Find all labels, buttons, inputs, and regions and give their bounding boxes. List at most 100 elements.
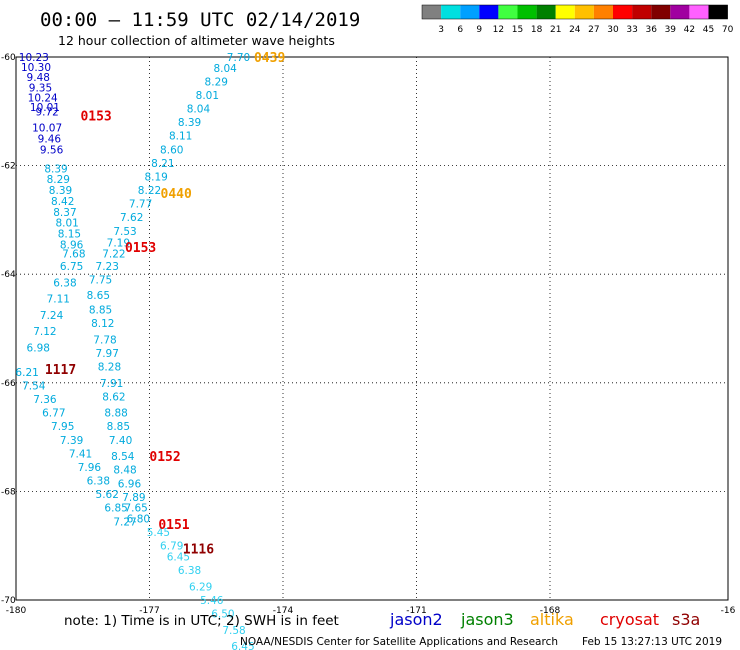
wave-height-value: 7.70: [227, 52, 250, 64]
wave-height-value: 9.48: [27, 72, 50, 84]
wave-height-value: 6.96: [118, 478, 142, 490]
colorbar-swatch: [574, 5, 594, 19]
wave-height-value: 8.85: [89, 304, 112, 316]
wave-height-value: 8.62: [102, 391, 125, 403]
wave-height-value: 6.21: [15, 367, 38, 379]
wave-height-value: 7.12: [33, 326, 56, 338]
wave-height-value: 8.11: [169, 131, 192, 143]
credit-text: NOAA/NESDIS Center for Satellite Applica…: [240, 636, 558, 648]
page-title: 00:00 – 11:59 UTC 02/14/2019: [40, 9, 360, 31]
wave-height-value: 7.77: [129, 199, 152, 211]
colorbar-swatch: [460, 5, 480, 19]
x-tick-label: -168: [540, 606, 561, 616]
pass-time-label: 0152: [149, 450, 180, 465]
wave-height-value: 7.89: [122, 492, 145, 504]
colorbar-swatch: [479, 5, 499, 19]
wave-height-value: 6.80: [127, 514, 150, 526]
colorbar-label: 36: [645, 25, 657, 35]
wave-height-value: 10.24: [28, 93, 58, 105]
wave-height-value: 7.95: [51, 421, 74, 433]
wave-height-value: 9.56: [40, 144, 64, 156]
wave-height-value: 7.22: [102, 249, 125, 261]
legend-entry-altika: altika: [530, 610, 574, 629]
wave-height-value: 8.01: [196, 90, 219, 102]
satellite-legend: jason2 jason3 altika cryosat s3a: [389, 610, 700, 629]
pass-time-label: 0439: [254, 51, 285, 66]
x-tick-label: -180: [6, 606, 27, 616]
grid-lines: [16, 57, 728, 600]
wave-height-value: 7.40: [109, 435, 132, 447]
wave-height-value: 7.62: [120, 212, 143, 224]
colorbar-label: 18: [531, 25, 543, 35]
wave-height-value: 8.04: [213, 63, 237, 75]
colorbar-label: 27: [588, 25, 599, 35]
wave-height-value: 8.29: [47, 174, 70, 186]
wave-height-value: 6.38: [53, 277, 76, 289]
colorbar-swatch: [632, 5, 652, 19]
wave-height-value: 7.97: [96, 348, 119, 360]
pass-time-label: 0153: [125, 241, 156, 256]
y-tick-label: -60: [1, 53, 16, 63]
y-tick-label: -68: [1, 487, 16, 497]
wave-height-value: 5.46: [200, 595, 224, 607]
pass-time-label: 1117: [45, 363, 76, 378]
wave-height-value: 8.48: [113, 465, 136, 477]
wave-height-value: 8.19: [144, 171, 167, 183]
wave-height-value: 8.96: [60, 239, 84, 251]
colorbar-label: 6: [457, 25, 463, 35]
colorbar-swatch: [708, 5, 728, 19]
colorbar-label: 45: [703, 25, 714, 35]
wave-height-value: 8.39: [178, 117, 201, 129]
wave-height-value: 8.65: [87, 290, 110, 302]
wave-height-value: 9.35: [29, 82, 52, 94]
colorbar-label: 24: [569, 25, 581, 35]
colorbar-swatch: [555, 5, 575, 19]
wave-height-value: 6.45: [167, 552, 190, 564]
wave-height-value: 6.38: [178, 565, 201, 577]
colorbar-swatch: [536, 5, 556, 19]
y-tick-label: -70: [1, 596, 16, 606]
colorbar-swatch: [441, 5, 461, 19]
colorbar-swatch: [670, 5, 690, 19]
wave-height-value: 7.91: [100, 378, 123, 390]
wave-height-value: 6.45: [231, 641, 254, 650]
wave-height-value: 8.85: [107, 421, 130, 433]
wave-height-value: 9.46: [38, 133, 62, 145]
wave-height-value: 6.79: [160, 541, 183, 553]
wave-height-value: 6.77: [42, 408, 65, 420]
x-tick-label: -174: [273, 606, 294, 616]
colorbar-outline: [421, 4, 728, 20]
wave-height-value: 7.58: [222, 625, 245, 637]
wave-height-value: 5.62: [96, 489, 119, 501]
colorbar-swatch: [593, 5, 613, 19]
wave-height-value: 8.42: [51, 196, 74, 208]
y-tick-label: -64: [1, 270, 16, 280]
wave-height-value: 8.04: [187, 104, 211, 116]
legend-entry-cryosat: cryosat: [600, 610, 659, 629]
wave-height-value: 10.23: [19, 52, 49, 64]
colorbar-label: 15: [512, 25, 523, 35]
wave-height-value: 7.39: [60, 435, 83, 447]
x-tick-label: -16: [721, 606, 736, 616]
wave-height-value: 6.85: [104, 503, 127, 515]
wave-height-value: 9.72: [35, 106, 58, 118]
wave-height-value: 8.21: [151, 158, 174, 170]
wave-height-value: 7.23: [96, 261, 119, 273]
wave-height-value: 7.78: [93, 334, 116, 346]
colorbar-label: 12: [493, 25, 504, 35]
wave-height-value: 7.53: [113, 226, 136, 238]
colorbar-swatch: [689, 5, 709, 19]
colorbar-label: 42: [684, 25, 695, 35]
wave-height-value: 8.15: [58, 228, 81, 240]
wave-height-value: 7.27: [113, 516, 136, 528]
wave-height-value: 7.11: [47, 294, 70, 306]
y-tick-label: -62: [1, 162, 16, 172]
wave-height-value: 7.54: [22, 381, 46, 393]
wave-height-value: 10.30: [21, 62, 51, 74]
wave-height-value: 10.07: [32, 123, 62, 135]
page-subtitle: 12 hour collection of altimeter wave hei…: [58, 33, 335, 48]
colorbar-label: 3: [438, 25, 444, 35]
axis-ticks: -180 -177 -174 -171 -168 -16 -60 -62 -64 -66 -68 -7…: [1, 53, 736, 616]
wave-height-value: 10.01: [30, 102, 60, 114]
